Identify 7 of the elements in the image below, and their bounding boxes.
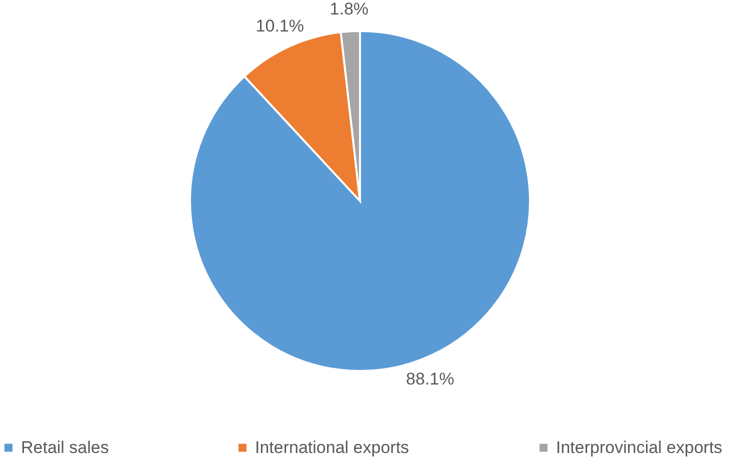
legend-label: Retail sales	[21, 438, 109, 457]
legend-label: International exports	[255, 438, 410, 457]
legend-label: Interprovincial exports	[556, 438, 722, 457]
data-label: 1.8%	[330, 0, 369, 18]
data-label: 88.1%	[406, 370, 454, 389]
data-label: 10.1%	[256, 16, 304, 36]
pie-slice	[189, 30, 531, 372]
